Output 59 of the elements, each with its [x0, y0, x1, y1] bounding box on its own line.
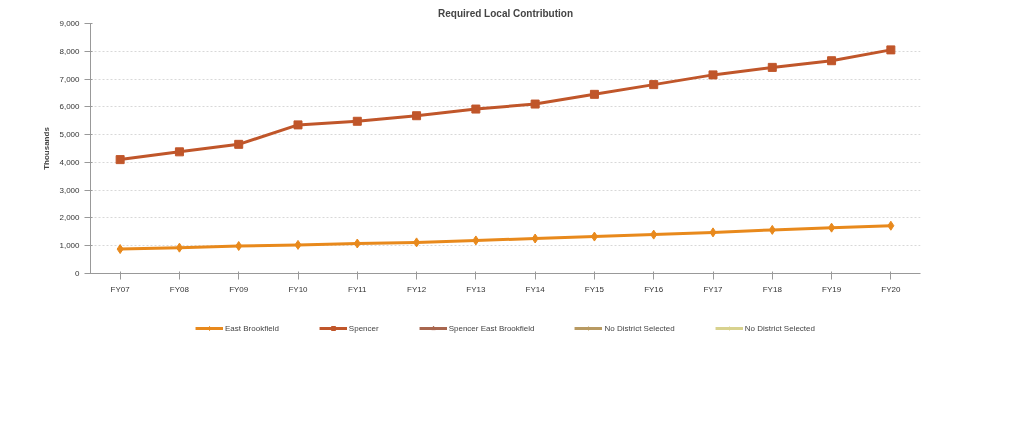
point — [768, 224, 776, 235]
y-tick-label: 6,000 — [59, 102, 81, 112]
point — [234, 139, 244, 149]
x-tick-label: FY12 — [407, 284, 427, 294]
point — [886, 45, 896, 55]
legend-label: No District Selected — [604, 323, 675, 333]
x-tick-label: FY17 — [703, 284, 724, 294]
point — [293, 120, 303, 130]
x-tick-label: FY08 — [169, 284, 190, 294]
point — [531, 233, 539, 244]
point — [413, 237, 421, 248]
point — [294, 239, 302, 250]
x-tick-label: FY13 — [466, 284, 486, 294]
point — [708, 70, 718, 80]
legend-label: East Brookfield — [225, 323, 279, 333]
y-tick-label: 0 — [75, 269, 81, 278]
x-tick-label: FY10 — [288, 284, 309, 294]
x-tick-label: FY15 — [584, 284, 605, 294]
point — [828, 222, 836, 233]
legend-label: Spencer — [348, 323, 379, 333]
point — [174, 147, 184, 157]
y-axis-title: Thousands — [42, 126, 52, 170]
x-tick-label: FY11 — [348, 284, 368, 294]
point — [472, 235, 480, 246]
x-tick-label: FY07 — [110, 284, 131, 294]
point — [589, 89, 599, 99]
point — [116, 244, 124, 255]
x-tick-label: FY19 — [822, 284, 842, 294]
x-tick-label: FY09 — [229, 284, 249, 294]
x-tick-label: FY20 — [881, 284, 901, 294]
point — [471, 104, 481, 114]
legend-label: No District Selected — [744, 323, 815, 333]
y-tick-label: 1,000 — [59, 241, 81, 251]
point — [530, 99, 540, 109]
point — [115, 155, 125, 165]
y-tick-label: 3,000 — [59, 185, 81, 195]
point — [352, 116, 362, 126]
point — [767, 62, 777, 72]
x-tick-label: FY14 — [525, 284, 546, 294]
chart-title: Required Local Contribution — [438, 7, 573, 19]
point — [827, 56, 837, 66]
x-tick-label: FY16 — [644, 284, 664, 294]
point — [353, 238, 361, 249]
legend-label: Spencer East Brookfield — [448, 323, 535, 333]
y-tick-label: 5,000 — [59, 130, 81, 140]
point — [590, 231, 598, 242]
y-tick-label: 4,000 — [59, 157, 81, 167]
point — [412, 111, 422, 121]
point — [175, 242, 183, 253]
y-tick-label: 9,000 — [59, 19, 81, 28]
point — [887, 220, 895, 231]
y-tick-label: 7,000 — [59, 74, 81, 84]
point — [649, 80, 659, 90]
y-tick-label: 8,000 — [59, 46, 81, 56]
x-tick-label: FY18 — [762, 284, 783, 294]
point — [650, 229, 658, 240]
point — [709, 227, 717, 238]
y-tick-label: 2,000 — [59, 213, 81, 223]
point — [235, 241, 243, 251]
